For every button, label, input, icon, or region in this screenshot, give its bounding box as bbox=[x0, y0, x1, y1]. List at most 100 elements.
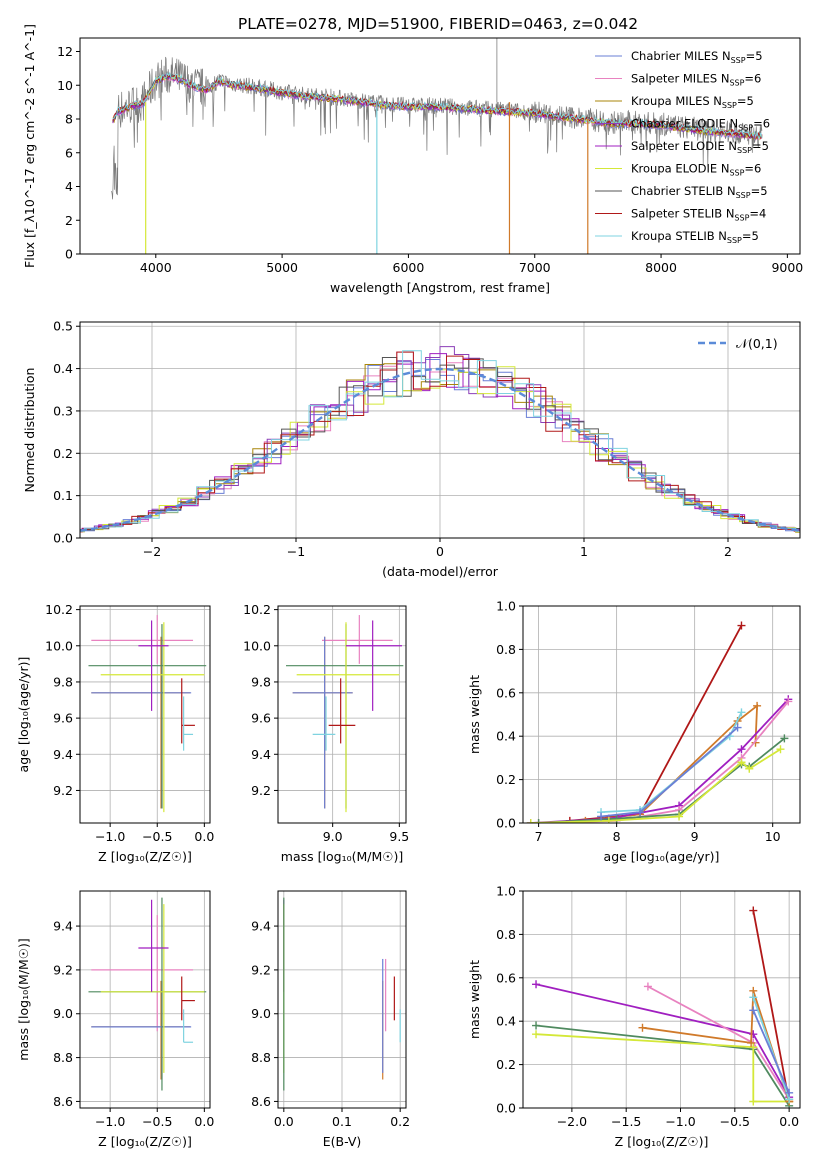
legend-entry: Salpeter ELODIE NSSP=5 bbox=[631, 139, 769, 155]
mass-weight-marker bbox=[749, 1006, 758, 1015]
mass-weight-marker bbox=[749, 1043, 758, 1052]
x-tick-label: −1.5 bbox=[611, 1114, 641, 1129]
y-axis-label: mass [log₁₀(M/M☉)] bbox=[16, 938, 31, 1060]
axes-frame bbox=[79, 890, 211, 1109]
x-tick-label: −1.0 bbox=[95, 1114, 125, 1129]
x-tick-label: 7 bbox=[535, 829, 543, 844]
mass-weight-line bbox=[530, 748, 781, 823]
mass-weight-marker bbox=[785, 1088, 794, 1097]
y-tick-label: 0.3 bbox=[53, 403, 73, 418]
x-tick-label: 7000 bbox=[519, 260, 551, 275]
mass-weight-marker bbox=[749, 993, 758, 1002]
y-axis-label: mass weight bbox=[467, 675, 482, 754]
mass-weight-marker bbox=[737, 621, 746, 630]
x-tick-label: 1 bbox=[580, 544, 588, 559]
mass-weight-marker bbox=[604, 816, 613, 823]
normal-curve bbox=[80, 367, 800, 532]
x-tick-label: 8 bbox=[613, 829, 621, 844]
x-tick-label: −0.5 bbox=[142, 1114, 172, 1129]
y-tick-label: 0.8 bbox=[496, 927, 516, 942]
y-tick-label: 9.0 bbox=[251, 1006, 271, 1021]
x-tick-label: 0.0 bbox=[194, 1114, 214, 1129]
x-axis-label: Z [log₁₀(Z/Z☉)] bbox=[615, 1134, 709, 1149]
mass-weight-marker bbox=[532, 1021, 541, 1030]
mass-weight-marker bbox=[636, 808, 645, 817]
mass-weight-marker bbox=[532, 1030, 541, 1039]
residuals-plot-area bbox=[80, 346, 800, 533]
y-tick-label: 12 bbox=[57, 44, 73, 59]
x-axis-label: E(B-V) bbox=[323, 1134, 362, 1149]
y-axis-label: Normed distribution bbox=[22, 368, 37, 493]
mass-weight-line bbox=[569, 625, 743, 822]
y-tick-label: 9.8 bbox=[53, 674, 73, 689]
x-tick-label: −2 bbox=[143, 544, 161, 559]
y-tick-label: 9.4 bbox=[53, 747, 73, 762]
residual-histogram bbox=[80, 351, 800, 532]
x-axis-label: (data-model)/error bbox=[382, 564, 499, 579]
mass_weight_vs_Z-plot-area bbox=[532, 906, 794, 1108]
x-tick-label: 10 bbox=[765, 829, 781, 844]
y-tick-label: 10.2 bbox=[243, 602, 271, 617]
x-tick-label: −1.0 bbox=[665, 1114, 695, 1129]
mass-weight-marker bbox=[745, 764, 754, 773]
mass-weight-line bbox=[600, 711, 743, 813]
y-tick-label: 9.6 bbox=[251, 711, 271, 726]
spectrum-legend: Chabrier MILES NSSP=5 Salpeter MILES NSSP… bbox=[595, 49, 770, 245]
mass-weight-line bbox=[538, 700, 789, 823]
y-axis-label: mass weight bbox=[467, 960, 482, 1039]
mass-weight-marker bbox=[749, 1097, 758, 1106]
x-tick-label: −1.0 bbox=[95, 829, 125, 844]
x-tick-label: 0.2 bbox=[390, 1114, 410, 1129]
legend-entry: 𝒩(0,1) bbox=[736, 336, 778, 351]
panels: 4000 5000 6000 7000 8000 9000024681012wavelen… bbox=[16, 24, 803, 1149]
x-tick-label: 9.0 bbox=[323, 829, 343, 844]
x-tick-label: 0.0 bbox=[194, 829, 214, 844]
axes-frame bbox=[277, 605, 407, 824]
x-tick-label: 8000 bbox=[645, 260, 677, 275]
y-tick-label: 0.2 bbox=[496, 772, 516, 787]
mass-weight-marker bbox=[532, 980, 541, 989]
legend-entry: Chabrier ELODIE NSSP=6 bbox=[631, 117, 770, 133]
x-tick-label: 9 bbox=[691, 829, 699, 844]
y-tick-label: 0.6 bbox=[496, 685, 516, 700]
y-tick-label: 4 bbox=[65, 179, 73, 194]
y-tick-label: 0.4 bbox=[53, 361, 73, 376]
y-tick-label: 9.0 bbox=[53, 1006, 73, 1021]
x-axis-label: mass [log₁₀(M/M☉)] bbox=[281, 849, 403, 864]
age_vs_mass-panel: 9.0 9.5 9.2 9.4 9.6 9.8 10.0 10.2 mass [log₁₀(M/… bbox=[243, 602, 409, 864]
y-tick-label: 9.2 bbox=[53, 783, 73, 798]
mass-weight-marker bbox=[612, 814, 621, 823]
mass_vs_Z-panel: −1.0 −0.5 0.0 8.6 8.8 9.0 9.2 9.4 Z [log₁₀(Z/Z☉)… bbox=[16, 890, 214, 1149]
mass-weight-marker bbox=[737, 708, 746, 717]
mass_weight_vs_Z-panel: −2.0 −1.5 −1.0 −0.5 0.0 0.0 0.2 0.4 0.6 0.8 1.0 Z [… bbox=[467, 884, 801, 1149]
mass_vs_ebv-panel: 0.0 0.1 0.2 8.6 8.8 9.0 9.2 9.4 E(B-V) bbox=[251, 890, 410, 1149]
residuals-panel: −2 −1 0 1 2 0.0 0.1 0.2 0.3 0.4 0.5 (data-model)/er… bbox=[22, 319, 801, 579]
x-tick-label: 0.0 bbox=[779, 1114, 799, 1129]
x-tick-label: −0.5 bbox=[142, 829, 172, 844]
y-tick-label: 8 bbox=[65, 112, 73, 127]
y-tick-label: 0.2 bbox=[53, 446, 73, 461]
y-tick-label: 8.8 bbox=[251, 1050, 271, 1065]
y-tick-label: 9.6 bbox=[53, 711, 73, 726]
y-tick-label: 0.2 bbox=[496, 1057, 516, 1072]
mass_vs_ebv-plot-area bbox=[283, 897, 401, 1091]
y-axis-label: age [log₁₀(age/yr)] bbox=[16, 657, 31, 773]
mass_weight_vs_age-panel: 7 8 9 10 0.0 0.2 0.4 0.6 0.8 1.0 age [log₁₀(age/yr… bbox=[467, 599, 801, 864]
x-axis-label: Z [log₁₀(Z/Z☉)] bbox=[98, 1134, 192, 1149]
x-tick-label: 2 bbox=[724, 544, 732, 559]
mass-weight-marker bbox=[737, 745, 746, 754]
y-tick-label: 8.8 bbox=[53, 1050, 73, 1065]
x-tick-label: −0.5 bbox=[720, 1114, 750, 1129]
mass-weight-line bbox=[752, 1010, 790, 1094]
mass-weight-marker bbox=[784, 697, 793, 706]
mass-weight-line bbox=[752, 997, 790, 1100]
y-tick-label: 10.2 bbox=[45, 602, 73, 617]
y-tick-label: 0.4 bbox=[496, 1014, 516, 1029]
y-tick-label: 1.0 bbox=[496, 599, 516, 614]
y-tick-label: 0.0 bbox=[496, 816, 516, 831]
x-tick-label: 5000 bbox=[266, 260, 298, 275]
model-spectrum-line bbox=[112, 71, 763, 139]
spectrum-panel: 4000 5000 6000 7000 8000 9000 0 2 4 6 8 10 12 wavelen… bbox=[22, 24, 803, 295]
mass-weight-marker bbox=[638, 1023, 647, 1032]
y-tick-label: 9.2 bbox=[251, 962, 271, 977]
